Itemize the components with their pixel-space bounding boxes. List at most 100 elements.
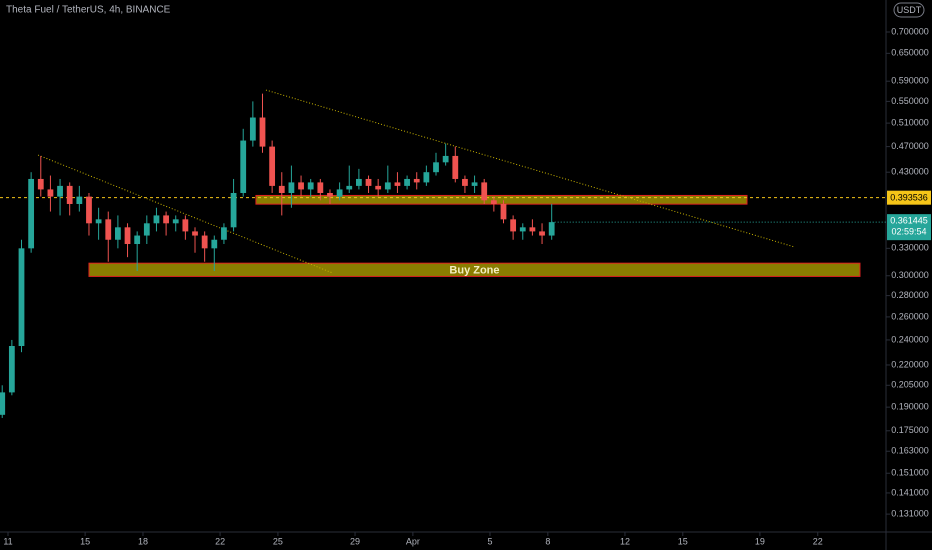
zone-label: Buy Zone [449,265,499,277]
candle-body [433,162,439,173]
y-tick-label: 0.650000 [891,48,929,58]
candle-body [462,178,468,186]
candle-body [471,182,478,186]
candle-body [221,227,227,240]
candle-body [182,219,189,232]
candle-body [317,182,324,193]
y-tick-label: 0.700000 [891,26,929,36]
candle-body [172,219,179,224]
candle-body [278,185,285,193]
candle-body [288,182,295,193]
y-tick-label: 0.590000 [891,76,929,86]
candle-body [519,227,526,232]
y-tick-label: 0.163000 [891,446,929,456]
y-tick-label: 0.330000 [891,243,929,253]
candle-body [95,219,102,224]
last-price-label: 0.361445 [890,216,928,226]
candle-body [57,185,63,197]
candle-body [153,215,160,224]
candle-body [298,182,304,190]
candle-body [66,185,73,204]
candle-body [307,182,314,190]
currency-label: USDT [897,5,922,15]
trendline [37,154,334,274]
y-tick-label: 0.470000 [891,141,929,151]
candle-body [548,222,555,236]
candle-body [510,219,517,232]
y-tick-label: 0.175000 [891,425,929,435]
candle-body [8,345,15,393]
trendline [265,89,796,248]
y-tick-label: 0.510000 [891,117,929,127]
candle-body [76,196,83,204]
zone [88,262,861,277]
candle-body [259,117,266,147]
y-tick-label: 0.141000 [891,487,929,497]
y-tick-label: 0.220000 [891,359,929,369]
candle-body [269,146,276,186]
candle-body [230,192,237,228]
candle-body [47,189,54,197]
x-tick-label: Apr [406,536,420,546]
candle-body [356,178,362,186]
y-tick-label: 0.430000 [891,167,929,177]
y-tick-label: 0.151000 [891,468,929,478]
candle-body [481,182,488,201]
candle-body [105,219,112,240]
candle-body [163,215,169,224]
y-tick-label: 0.131000 [891,508,929,518]
price-line-tag [887,190,931,205]
x-tick-label: 12 [620,536,630,546]
candle-body [500,203,507,220]
countdown-label: 02:59:54 [891,227,926,237]
candle-body [452,155,459,179]
x-tick-label: 5 [487,536,492,546]
chart-title: Theta Fuel / TetherUS, 4h, BINANCE [6,5,171,16]
candle-body [423,172,430,183]
currency-badge[interactable] [893,2,925,18]
candle-body [115,227,121,240]
candle-body [18,248,25,346]
candle-body [249,117,256,141]
candle-body [134,235,141,245]
y-tick-label: 0.240000 [891,334,929,344]
candle-body [490,200,497,204]
candle-body [28,178,35,249]
candle-body [442,155,449,163]
candle-body [143,223,150,236]
candle-body [124,227,131,245]
y-tick-label: 0.190000 [891,402,929,412]
y-tick-label: 0.280000 [891,290,929,300]
x-tick-label: 15 [678,536,688,546]
x-tick-label: 8 [545,536,550,546]
candle-body [327,192,333,197]
last-price-tag [887,214,931,241]
candle-body [86,196,92,224]
candle-body [240,140,247,193]
x-tick-label: 11 [3,536,12,546]
x-tick-label: 22 [813,536,823,546]
x-tick-label: 15 [80,536,90,546]
x-tick-label: 29 [350,536,360,546]
candle-body [37,178,44,190]
candle-body [201,235,208,249]
candle-body [384,182,391,190]
candle-body [211,239,218,249]
candle-body [365,178,372,186]
x-tick-label: 19 [755,536,765,546]
candle-body [375,185,382,190]
candle-body [192,231,198,236]
candle-body [346,185,353,190]
candle-body [529,227,536,232]
x-tick-label: 22 [215,536,225,546]
y-tick-label: 0.550000 [891,96,929,106]
candle-body [404,178,410,186]
candle-body [336,189,343,197]
y-tick-label: 0.300000 [891,270,929,280]
plot: Buy Zone [0,89,886,418]
y-tick-label: 0.260000 [891,311,929,321]
price-line-label: 0.393536 [890,193,928,203]
y-tick-label: 0.205000 [891,380,929,390]
